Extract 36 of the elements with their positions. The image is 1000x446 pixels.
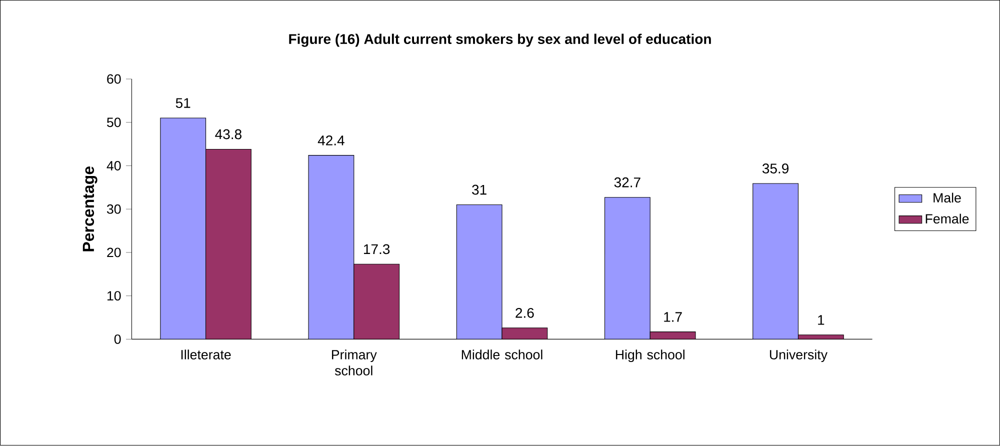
data-label: 1 [818,315,824,326]
bar [604,198,650,340]
data-label: 42.4 [318,136,344,146]
y-axis-title: Percentage [82,166,98,252]
x-tick-label: High school [616,350,684,362]
bar [456,204,502,340]
data-label: 35.9 [762,164,789,174]
legend-label: Female [926,214,969,224]
y-tick-label: 10 [107,291,121,301]
data-label: 31 [472,185,486,195]
bar [354,264,400,340]
bar [206,149,252,340]
bar [502,328,548,340]
bar [798,334,844,340]
bar [752,183,799,340]
y-tick-label: 40 [106,161,121,171]
chart-title: Figure (16) Adult current smokers by sex and level of education [289,34,711,48]
y-tick-label: 50 [107,118,121,128]
y-tick-label: 60 [107,74,121,84]
x-tick-label: Illeterate [181,350,231,360]
y-tick-label: 0 [114,334,121,344]
x-tick-label: University [770,350,828,362]
data-label: 17.3 [364,244,390,254]
x-tick-label: Middle school [462,350,542,360]
data-label: 1.7 [664,312,682,322]
data-label: 51 [176,98,190,108]
data-label: 43.8 [215,130,242,140]
y-tick-label: 30 [106,204,121,214]
data-label: 2.6 [516,308,534,318]
y-tick-label: 20 [107,248,121,258]
legend-label: Male [934,192,961,203]
bar [160,118,206,340]
bar [650,332,696,340]
data-label: 32.7 [614,178,640,188]
bar [308,156,354,340]
x-tick-label: Primary school [332,350,377,376]
